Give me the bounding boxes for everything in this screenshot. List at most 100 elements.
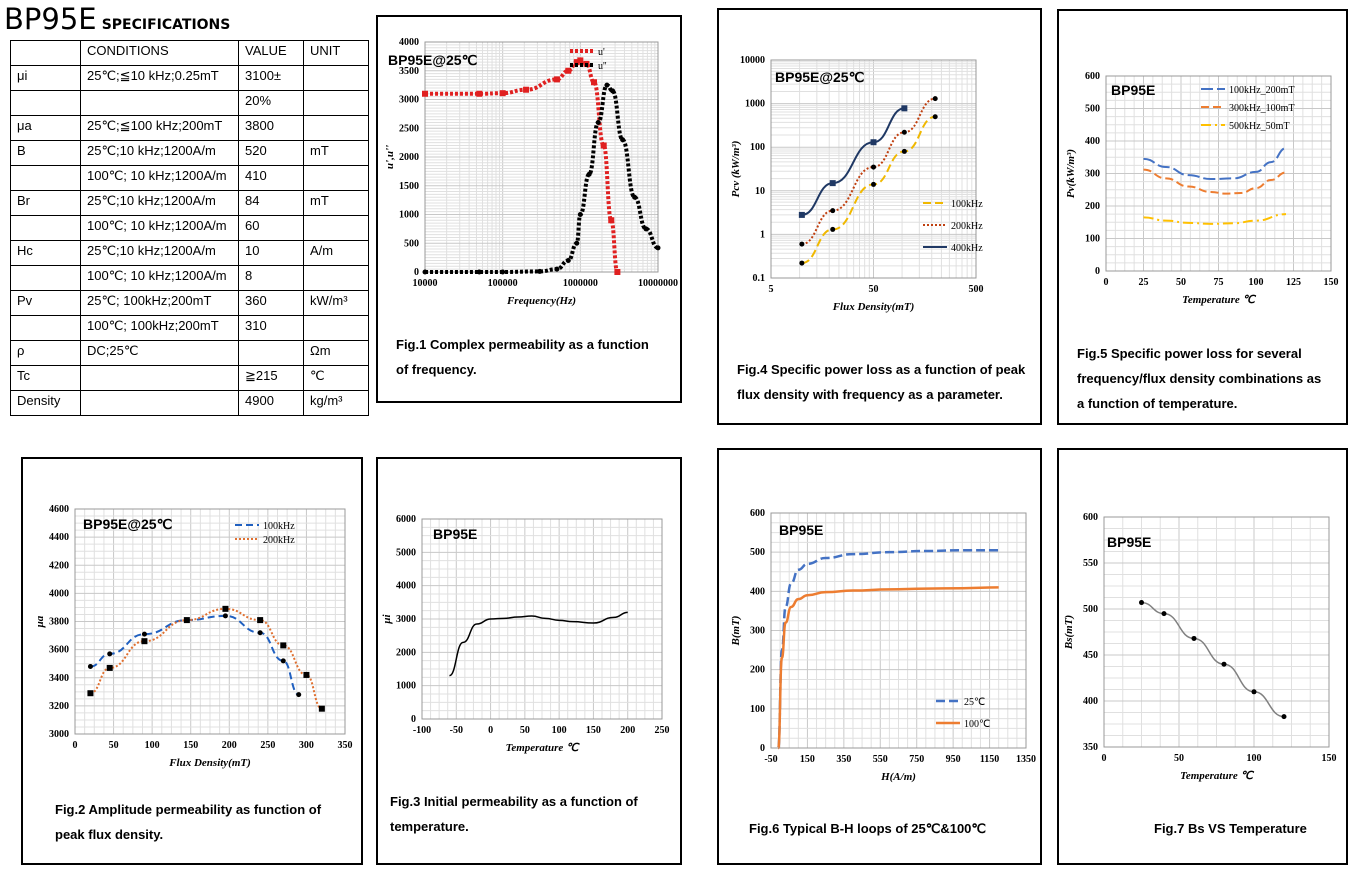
y-tick-label: 300 — [1085, 169, 1100, 180]
x-tick-label: 100 — [1247, 753, 1262, 764]
y-axis-label: B(mT) — [730, 616, 742, 647]
series-marker — [830, 208, 836, 214]
series-marker — [586, 171, 592, 177]
legend-label: 100kHz_200mT — [1229, 85, 1295, 96]
series-marker — [87, 690, 94, 697]
y-tick-label: 5000 — [396, 547, 416, 558]
spec-header-param — [10, 40, 81, 66]
chart-label: BP95E — [779, 522, 823, 538]
series-marker — [499, 90, 506, 97]
series-marker — [565, 258, 571, 263]
x-axis-label: Flux Density(mT) — [168, 757, 251, 769]
series-marker — [1191, 635, 1197, 641]
series-line — [1143, 168, 1287, 195]
spec-cell: Density — [10, 390, 81, 416]
x-tick-label: 1150 — [980, 754, 999, 765]
series-marker — [500, 269, 506, 275]
x-tick-label: 50 — [869, 284, 879, 295]
y-tick-label: 300 — [750, 626, 765, 637]
series-marker — [591, 79, 598, 86]
y-tick-label: 3000 — [396, 614, 416, 625]
x-tick-label: 250 — [260, 740, 275, 751]
fig7-chart: 0 50 100 150 350 400 450 500 550 600 Temperature ℃… — [1063, 512, 1337, 782]
y-tick-label: 200 — [750, 665, 765, 676]
y-tick-label: 400 — [750, 586, 765, 597]
chart-label: BP95E@25℃ — [83, 516, 173, 532]
spec-row: 20% — [10, 90, 369, 116]
series-marker — [577, 57, 584, 64]
series-marker — [280, 658, 286, 664]
series-marker — [222, 605, 229, 612]
y-tick-label: 1500 — [399, 181, 419, 192]
spec-cell: 25℃;≦10 kHz;0.25mT — [80, 65, 239, 91]
y-tick-label: 4000 — [399, 37, 419, 48]
spec-row: 100℃; 10 kHz;1200A/m 8 — [10, 265, 369, 291]
x-tick-label: 100 — [552, 725, 567, 736]
fig5-chart: 0 25 50 75 100 125 150 0 100 200 300 400 500 600 Tempe… — [1065, 71, 1339, 306]
spec-cell: 3800 — [238, 115, 304, 141]
y-tick-label: 200 — [1085, 201, 1100, 212]
spec-cell: 20% — [238, 90, 304, 116]
x-tick-label: 0 — [1104, 277, 1109, 288]
series-marker — [422, 90, 428, 97]
series-marker — [871, 181, 876, 187]
y-tick-label: 1 — [760, 229, 765, 240]
fig1-panel: 10000 100000 1000000 10000000 0 500 1000 1500 20… — [376, 15, 682, 403]
y-tick-label: 1000 — [399, 210, 419, 221]
series-marker — [554, 266, 560, 272]
spec-cell — [303, 115, 369, 141]
x-tick-label: 1000000 — [563, 278, 598, 289]
spec-cell — [10, 265, 81, 291]
x-tick-label: 350 — [338, 740, 353, 751]
legend-label: 200kHz — [951, 221, 983, 232]
fig2-chart: 0 50 100 150 200 250 300 350 3000 3200 3400 3600 380… — [34, 504, 353, 769]
legend-label: 25℃ — [964, 697, 985, 708]
plot-frame — [770, 512, 1027, 749]
spec-cell: 8 — [238, 265, 304, 291]
x-tick-label: 150 — [1322, 753, 1337, 764]
x-tick-label: 150 — [1324, 277, 1339, 288]
y-axis-label: Pcv (kW/m³) — [730, 141, 742, 198]
series-marker — [610, 88, 616, 94]
legend-label: 300kHz_100mT — [1229, 103, 1295, 114]
spec-row: 100℃; 100kHz;200mT 310 — [10, 315, 369, 341]
fig5-caption: Fig.5 Specific power loss for several fre… — [1077, 346, 1322, 411]
spec-cell — [80, 365, 239, 391]
series-marker — [932, 114, 938, 120]
x-tick-label: 25 — [1139, 277, 1149, 288]
spec-header-row: CONDITIONS VALUE UNIT — [10, 40, 369, 66]
x-tick-label: -50 — [450, 725, 463, 736]
spec-cell — [303, 90, 369, 116]
series-marker — [280, 642, 287, 649]
y-tick-label: 4400 — [49, 532, 69, 543]
spec-cell — [303, 215, 369, 241]
series-line — [425, 83, 659, 274]
series-marker — [303, 671, 310, 678]
series-marker — [632, 194, 638, 200]
fig3-caption: Fig.3 Initial permeability as a function… — [390, 794, 638, 834]
series-marker — [296, 692, 302, 698]
page-title: BP95E SPECIFICATIONS — [4, 2, 230, 36]
legend-label: u' — [598, 47, 605, 58]
series-marker — [614, 269, 621, 275]
plot-frame — [770, 59, 977, 279]
fig3-panel: -100 -50 0 50 100 150 200 250 0 1000 2000 3000 4000 5… — [376, 457, 682, 865]
y-axis-label: μa — [34, 615, 46, 628]
spec-cell: 100℃; 100kHz;200mT — [80, 315, 239, 341]
x-tick-label: 125 — [1286, 277, 1301, 288]
spec-cell: 100℃; 10 kHz;1200A/m — [80, 165, 239, 191]
legend-label: 200kHz — [263, 535, 295, 546]
y-axis-label: Pv(kW/m³) — [1065, 149, 1077, 198]
y-tick-label: 3800 — [49, 617, 69, 628]
y-tick-label: 2000 — [396, 647, 416, 658]
fig6-panel: -50 150 350 550 750 950 1150 1350 0 100 200 300 400 5… — [717, 448, 1042, 865]
spec-cell: 520 — [238, 140, 304, 166]
series-marker — [523, 86, 530, 93]
spec-row: 100℃; 10 kHz;1200A/m 60 — [10, 215, 369, 241]
x-axis-label: Flux Density(mT) — [832, 301, 915, 313]
y-tick-label: 600 — [1085, 71, 1100, 82]
spec-cell: ≧215 — [238, 365, 304, 391]
series-line — [801, 97, 936, 246]
spec-cell: A/m — [303, 240, 369, 266]
y-tick-label: 4000 — [49, 588, 69, 599]
